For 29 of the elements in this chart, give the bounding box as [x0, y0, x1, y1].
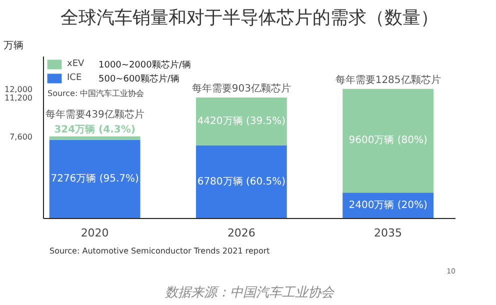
y-tick-label: 7,600 [10, 132, 33, 142]
annotation: 每年需要439亿颗芯片 [45, 108, 144, 120]
annotation: Source: 中国汽车工业协会 [48, 89, 144, 98]
legend-label: ICE [67, 72, 83, 84]
x-tick-label: 2020 [80, 226, 109, 240]
data-label: 6780万辆 (60.5%) [197, 175, 286, 188]
bar [49, 136, 140, 140]
bar [196, 98, 287, 146]
bar [49, 140, 140, 218]
bar [196, 145, 287, 218]
y-axis-title: 万辆 [4, 40, 24, 52]
data-label: 2400万辆 (20%) [348, 199, 428, 212]
y-tick-label: 12,000 [4, 84, 33, 94]
data-label: 324万辆 (4.3%) [54, 123, 136, 136]
y-tick-label: 11,200 [4, 94, 33, 103]
annotation: 每年需要903亿颗芯片 [192, 82, 291, 95]
annotation: 1000~2000颗芯片/辆 [98, 60, 191, 70]
source-note: Source: Automotive Semiconductor Trends 2021 report [50, 246, 270, 256]
data-label: 9600万辆 (80%) [348, 134, 428, 146]
source-note: 数据来源：中国汽车工业协会 [165, 286, 335, 300]
x-tick-label: 2035 [374, 226, 402, 240]
legend-label: xEV [67, 58, 86, 70]
annotation: 500~600颗芯片/辆 [98, 74, 180, 84]
data-label: 7276万辆 (95.7%) [50, 172, 140, 185]
bar [342, 88, 434, 193]
chart-title: 全球汽车销量和对于半导体芯片的需求（数量） [60, 8, 438, 28]
data-label: 4420万辆 (39.5%) [197, 114, 286, 127]
x-tick-label: 2026 [227, 226, 256, 240]
annotation: 每年需要1285亿颗芯片 [335, 74, 441, 86]
